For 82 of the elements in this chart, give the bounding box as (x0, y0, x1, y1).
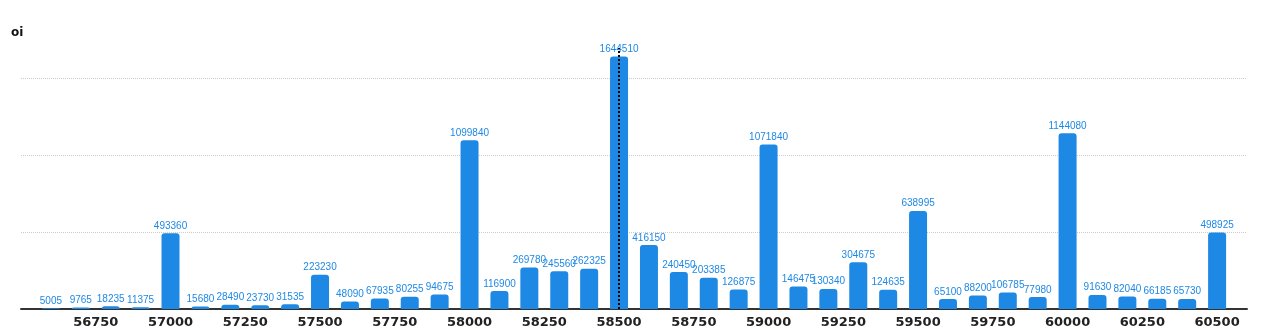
bar (1028, 297, 1047, 309)
bar (699, 277, 718, 309)
bar (430, 294, 449, 309)
data-label: 48090 (336, 288, 365, 300)
data-label: 638995 (901, 197, 936, 209)
data-label: 106785 (991, 279, 1025, 291)
data-label: 498925 (1200, 218, 1235, 230)
x-tick-label: 58000 (446, 314, 493, 329)
data-label: 23730 (246, 291, 275, 303)
bar (550, 271, 569, 309)
bar (340, 301, 359, 309)
data-label: 28490 (216, 291, 245, 303)
bar (729, 289, 748, 309)
bar (909, 210, 928, 309)
bar (520, 267, 539, 309)
bar (580, 268, 599, 309)
bar (938, 299, 957, 309)
data-label: 18235 (96, 292, 126, 304)
bar (1088, 294, 1107, 309)
bar (1208, 232, 1227, 309)
bar (968, 295, 987, 309)
data-label: 82040 (1113, 282, 1142, 294)
bar (161, 233, 180, 309)
bar (1148, 298, 1167, 309)
x-tick-label: 59750 (970, 314, 1016, 329)
bar (370, 298, 389, 309)
bar (789, 286, 808, 309)
bar (460, 140, 479, 309)
data-label: 116900 (483, 277, 517, 289)
data-label: 124635 (871, 276, 906, 288)
x-tick-label: 59500 (895, 314, 941, 329)
data-label: 223230 (303, 261, 338, 273)
data-label: 66185 (1143, 285, 1172, 297)
y-axis-title: oi (11, 25, 24, 39)
data-label: 1644510 (599, 43, 639, 55)
data-label: 15680 (186, 293, 215, 305)
x-tick-label: 58250 (521, 314, 567, 329)
x-tick-label: 60500 (1194, 314, 1240, 329)
bar (610, 56, 629, 309)
x-tick-label: 59250 (820, 314, 866, 329)
x-tick-label: 57000 (147, 314, 194, 329)
data-label: 1099840 (450, 126, 490, 138)
data-label: 11375 (127, 293, 155, 305)
bar (1058, 133, 1077, 309)
data-label: 493360 (153, 219, 188, 231)
bar (759, 144, 778, 309)
data-label: 65100 (934, 285, 963, 297)
bar (490, 291, 509, 309)
data-label: 77980 (1023, 283, 1053, 295)
data-label: 126875 (721, 276, 756, 288)
bar (819, 288, 838, 309)
x-tick-label: 58750 (671, 314, 717, 329)
x-tick-label: 58500 (596, 314, 642, 329)
data-label: 9765 (69, 294, 93, 305)
bar (311, 274, 330, 309)
data-label: 31535 (276, 290, 305, 302)
x-tick-label: 60000 (1044, 314, 1091, 329)
bar (1118, 296, 1137, 309)
data-label: 67935 (365, 285, 395, 297)
data-label: 65730 (1173, 285, 1202, 297)
bar (639, 245, 658, 309)
data-label: 5005 (39, 294, 63, 306)
data-label: 88200 (963, 281, 993, 293)
bar (879, 289, 898, 309)
x-tick-label: 57250 (222, 314, 268, 329)
bar (400, 296, 419, 309)
data-label: 94675 (425, 280, 454, 292)
data-label: 80255 (395, 283, 425, 295)
bar (849, 262, 868, 309)
data-label: 304675 (841, 248, 876, 260)
x-tick-label: 57500 (297, 314, 343, 329)
bar (1178, 298, 1197, 309)
x-tick-label: 57750 (372, 314, 418, 329)
bar (669, 272, 688, 309)
data-label: 91630 (1083, 281, 1112, 293)
x-tick-label: 59000 (745, 314, 792, 329)
data-label: 416150 (632, 231, 667, 243)
x-tick-label: 56750 (73, 314, 119, 329)
data-label: 1071840 (749, 130, 789, 142)
data-label: 1144080 (1048, 119, 1088, 131)
x-tick-label: 60250 (1119, 314, 1165, 329)
bar (998, 292, 1017, 309)
